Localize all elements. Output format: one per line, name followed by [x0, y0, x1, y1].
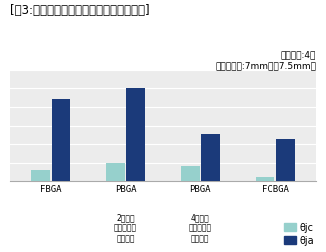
Bar: [256, 177, 274, 181]
Bar: [52, 99, 70, 181]
Bar: [276, 139, 295, 181]
Legend: θjc, θja: θjc, θja: [284, 223, 314, 245]
Text: 2層基板
サーマル・
ビアなし: 2層基板 サーマル・ ビアなし: [114, 212, 137, 242]
Text: [嘦3:パッケージ構造による熱抗抗に違い]: [嘦3:パッケージ構造による熱抗抗に違い]: [10, 4, 149, 17]
Text: 実装基板:4層
チップ寸法:7mm角～7.5mm角: 実装基板:4層 チップ寸法:7mm角～7.5mm角: [215, 51, 316, 70]
Bar: [31, 170, 50, 181]
Bar: [201, 135, 220, 181]
Bar: [126, 88, 145, 181]
Text: 4層基板
サーマル・
ビアあり: 4層基板 サーマル・ ビアあり: [189, 212, 212, 242]
Bar: [181, 166, 200, 181]
Bar: [106, 164, 125, 181]
